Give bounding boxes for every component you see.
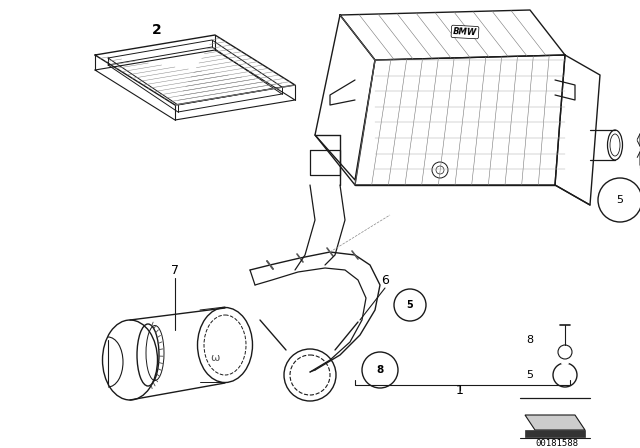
Text: 7: 7 bbox=[171, 263, 179, 276]
Polygon shape bbox=[525, 430, 585, 437]
Text: 00181588: 00181588 bbox=[536, 439, 579, 448]
Text: 2: 2 bbox=[152, 23, 162, 37]
Text: 8: 8 bbox=[376, 365, 383, 375]
Text: ω: ω bbox=[211, 353, 220, 363]
Text: 8: 8 bbox=[527, 335, 534, 345]
Polygon shape bbox=[525, 415, 585, 430]
Text: 1: 1 bbox=[456, 383, 464, 396]
Text: 5: 5 bbox=[616, 195, 623, 205]
Text: 5: 5 bbox=[406, 300, 413, 310]
Text: BMW: BMW bbox=[452, 27, 477, 37]
Text: 5: 5 bbox=[527, 370, 534, 380]
Text: 6: 6 bbox=[381, 273, 389, 287]
